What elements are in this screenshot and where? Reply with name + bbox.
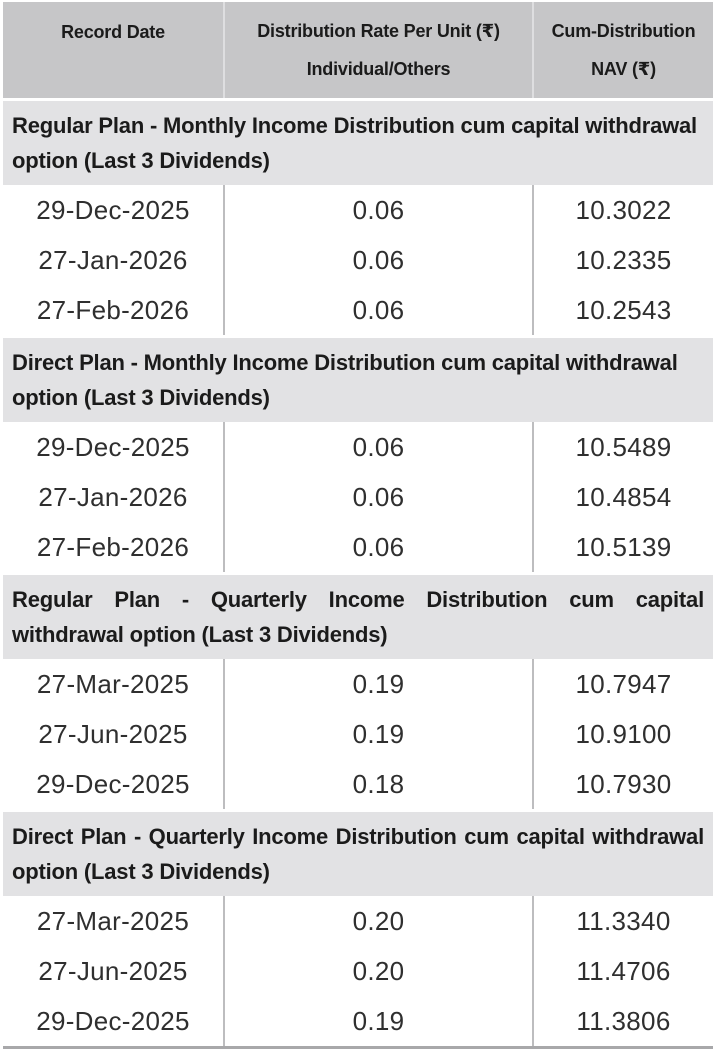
nav-cell: 10.5139	[532, 522, 713, 572]
table-row: 27-Feb-2026 0.06 10.5139	[3, 522, 713, 572]
table-row: 27-Jan-2026 0.06 10.2335	[3, 235, 713, 285]
nav-cell: 10.4854	[532, 472, 713, 522]
rate-cell: 0.06	[223, 235, 532, 285]
record-date-cell: 29-Dec-2025	[36, 431, 190, 462]
rate-cell: 0.19	[223, 709, 532, 759]
nav-cell: 10.9100	[532, 709, 713, 759]
nav-cell: 10.7930	[532, 759, 713, 809]
nav-cell: 11.4706	[532, 946, 713, 996]
nav-cell: 10.7947	[532, 659, 713, 709]
nav-cell: 10.2335	[532, 235, 713, 285]
rate-cell: 0.18	[223, 759, 532, 809]
record-date-cell: 27-Jun-2025	[38, 955, 188, 986]
record-date-cell: 27-Jun-2025	[38, 718, 188, 749]
record-date-cell: 27-Feb-2026	[36, 294, 190, 325]
record-date-cell: 27-Feb-2026	[36, 531, 190, 562]
distribution-rate-label: Distribution Rate Per Unit (₹)	[257, 20, 500, 41]
record-date-cell: 27-Mar-2025	[36, 668, 190, 699]
nav-cell: 11.3340	[532, 896, 713, 946]
individual-others-label: Individual/Others	[306, 58, 451, 79]
section-title-regular-monthly: Regular Plan - Monthly Income Distributi…	[3, 101, 713, 185]
dividend-history-table: Record Date Distribution Rate Per Unit (…	[3, 2, 713, 1049]
table-row: 27-Jun-2025 0.19 10.9100	[3, 709, 713, 759]
section-title-direct-quarterly: Direct Plan - Quarterly Income Distribut…	[3, 812, 713, 896]
rate-cell: 0.20	[223, 896, 532, 946]
column-header-distribution-rate: Distribution Rate Per Unit (₹) Individua…	[223, 2, 532, 98]
rate-cell: 0.19	[223, 659, 532, 709]
rate-cell: 0.06	[223, 285, 532, 335]
rate-cell: 0.20	[223, 946, 532, 996]
table-bottom-rule	[3, 1046, 713, 1049]
table-row: 29-Dec-2025 0.06 10.5489	[3, 422, 713, 472]
rate-cell: 0.06	[223, 185, 532, 235]
rate-cell: 0.06	[223, 422, 532, 472]
table-row: 27-Mar-2025 0.20 11.3340	[3, 896, 713, 946]
table-row: 29-Dec-2025 0.18 10.7930	[3, 759, 713, 809]
section-title-regular-quarterly: Regular Plan - Quarterly Income Distribu…	[3, 575, 713, 659]
nav-cell: 10.5489	[532, 422, 713, 472]
record-date-cell: 29-Dec-2025	[36, 1005, 190, 1036]
rate-cell: 0.19	[223, 996, 532, 1046]
record-date-cell: 27-Jan-2026	[38, 244, 188, 275]
record-date-cell: 29-Dec-2025	[36, 768, 190, 799]
column-header-record-date: Record Date	[61, 22, 165, 42]
section-title-direct-monthly: Direct Plan - Monthly Income Distributio…	[3, 338, 713, 422]
table-row: 27-Jan-2026 0.06 10.4854	[3, 472, 713, 522]
record-date-cell: 29-Dec-2025	[36, 194, 190, 225]
rate-cell: 0.06	[223, 522, 532, 572]
rate-cell: 0.06	[223, 472, 532, 522]
table-row: 27-Feb-2026 0.06 10.2543	[3, 285, 713, 335]
record-date-cell: 27-Jan-2026	[38, 481, 188, 512]
nav-cell: 10.3022	[532, 185, 713, 235]
table-row: 27-Jun-2025 0.20 11.4706	[3, 946, 713, 996]
nav-cell: 10.2543	[532, 285, 713, 335]
table-row: 29-Dec-2025 0.19 11.3806	[3, 996, 713, 1046]
record-date-cell: 27-Mar-2025	[36, 905, 190, 936]
table-row: 29-Dec-2025 0.06 10.3022	[3, 185, 713, 235]
column-header-cum-distribution-nav: Cum-Distribution NAV (₹)	[532, 2, 713, 98]
nav-cell: 11.3806	[532, 996, 713, 1046]
table-row: 27-Mar-2025 0.19 10.7947	[3, 659, 713, 709]
table-header: Record Date Distribution Rate Per Unit (…	[3, 2, 713, 98]
